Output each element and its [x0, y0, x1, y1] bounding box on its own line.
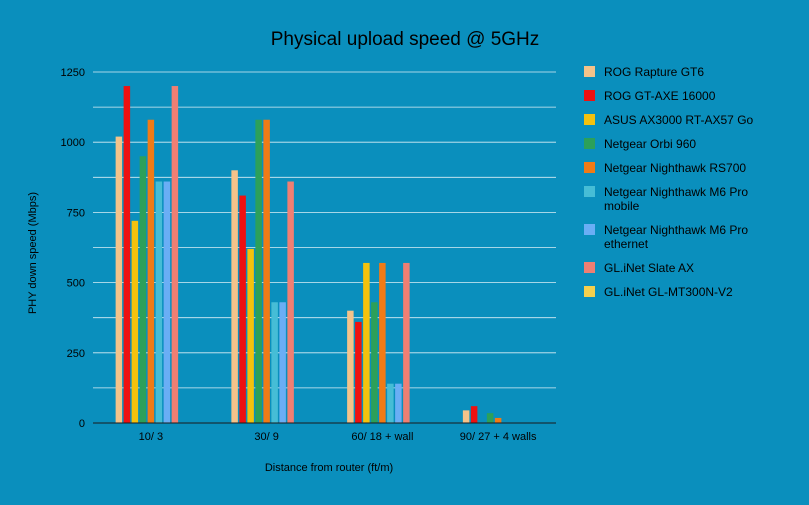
- x-tick-label: 60/ 18 + wall: [351, 431, 413, 443]
- bar-5-3: [379, 262, 386, 423]
- bar-2-1: [123, 86, 131, 423]
- bar-6-1: [155, 181, 163, 423]
- y-tick-label: 0: [79, 418, 85, 430]
- y-tick-label: 1250: [61, 67, 85, 79]
- bar-2-4: [470, 406, 478, 423]
- legend-label: GL.iNet Slate AX: [604, 261, 694, 275]
- legend-label: Netgear Nighthawk M6 Pro mobile: [604, 185, 748, 213]
- legend-swatch: [584, 224, 595, 235]
- bar-8-3: [403, 262, 410, 423]
- legend-swatch: [584, 66, 595, 77]
- x-tick-label: 30/ 9: [254, 431, 278, 443]
- legend-label: ASUS AX3000 RT-AX57 Go: [604, 113, 754, 127]
- bar-5-4: [494, 417, 502, 423]
- bar-2-2: [239, 195, 246, 423]
- axes: 0 250 500 750 1000 1250 10/ 3 30/ 9 60/ 18 + wal…: [61, 67, 556, 443]
- y-axis-label: PHY down speed (Mbps): [27, 192, 39, 314]
- bar-2-3: [355, 321, 362, 423]
- legend-swatch: [584, 138, 595, 149]
- legend-label: Netgear Nighthawk RS700: [604, 161, 746, 175]
- bar-4-2: [255, 119, 262, 424]
- legend-swatch: [584, 90, 595, 101]
- bar-6-2: [271, 302, 278, 423]
- legend-swatch: [584, 286, 595, 297]
- x-tick-label: 90/ 27 + 4 walls: [460, 431, 537, 443]
- y-tick-label: 250: [67, 348, 85, 360]
- bar-3-1: [131, 220, 139, 423]
- bar-4-3: [371, 302, 378, 423]
- x-tick-label: 10/ 3: [139, 431, 163, 443]
- bar-8-2: [287, 181, 294, 423]
- chart-title: Physical upload speed @ 5GHz: [271, 29, 540, 50]
- bar-1-1: [115, 136, 123, 424]
- y-tick-label: 500: [67, 278, 85, 290]
- legend-swatch: [584, 114, 595, 125]
- legend-swatch: [584, 262, 595, 273]
- legend-label: Netgear Nighthawk M6 Pro ethernet: [604, 223, 748, 251]
- legend: ROG Rapture GT6 ROG GT-AXE 16000 ASUS AX30…: [584, 65, 754, 299]
- bar-7-1: [163, 181, 171, 423]
- bar-5-2: [263, 119, 270, 424]
- bar-1-2: [231, 170, 238, 423]
- legend-label: Netgear Orbi 960: [604, 137, 696, 151]
- bars: [115, 86, 502, 424]
- legend-label: ROG Rapture GT6: [604, 65, 704, 79]
- gridlines: [93, 71, 556, 389]
- bar-1-3: [347, 310, 354, 423]
- legend-label: GL.iNet GL-MT300N-V2: [604, 285, 733, 299]
- x-axis-label: Distance from router (ft/m): [265, 462, 393, 474]
- legend-swatch: [584, 186, 595, 197]
- legend-swatch: [584, 162, 595, 173]
- bar-7-2: [279, 302, 286, 423]
- bar-3-3: [363, 262, 370, 423]
- bar-6-3: [387, 383, 394, 423]
- y-tick-label: 1000: [61, 137, 85, 149]
- legend-label: ROG GT-AXE 16000: [604, 89, 716, 103]
- bar-4-4: [486, 413, 494, 423]
- bar-3-2: [247, 248, 254, 423]
- bar-4-1: [139, 156, 147, 424]
- bar-5-1: [147, 119, 155, 424]
- bar-8-1: [171, 86, 179, 423]
- bar-1-4: [462, 410, 470, 423]
- y-tick-label: 750: [67, 207, 85, 219]
- bar-7-3: [395, 383, 402, 423]
